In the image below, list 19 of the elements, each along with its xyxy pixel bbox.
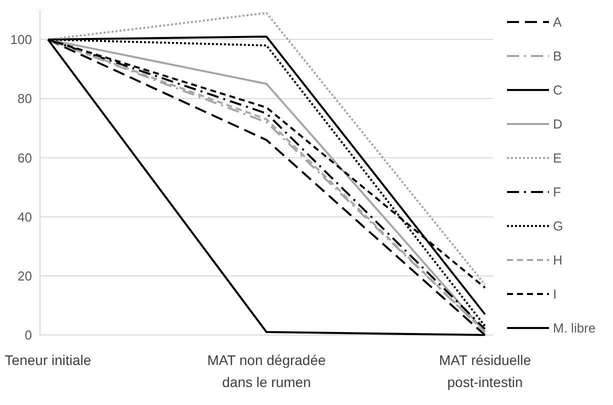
y-tick-label: 0 [24,328,32,343]
x-tick-label: Teneur initiale [4,352,92,368]
y-tick-label: 60 [18,150,32,166]
x-tick-label: MAT résiduelle post-intestin [438,352,532,390]
legend-label: G [553,218,564,234]
y-tick-label: 80 [18,91,32,106]
legend-label: C [553,82,562,98]
legend-label: M. libre [553,320,596,336]
y-tick-label: 100 [10,32,32,48]
y-tick-label: 20 [18,268,32,284]
legend-label: B [553,48,562,64]
legend-label: A [553,14,562,30]
x-tick-label: MAT non dégradée dans le rumen [207,352,326,390]
legend-label: I [553,286,557,302]
legend-label: D [553,116,562,132]
legend-label: E [553,150,562,166]
legend-label: H [553,252,562,268]
y-tick-label: 40 [18,209,32,224]
legend-label: F [553,184,561,200]
